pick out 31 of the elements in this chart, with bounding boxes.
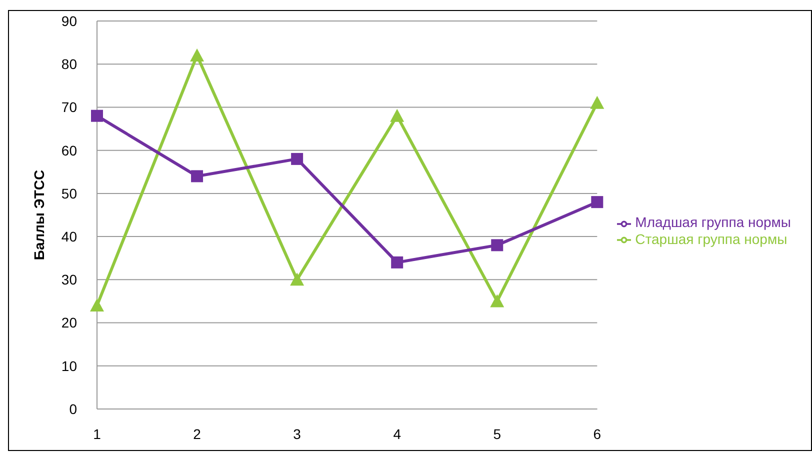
y-tick-label: 40	[61, 228, 78, 245]
point	[591, 196, 604, 208]
x-tick-label: 6	[593, 426, 602, 442]
point	[190, 48, 204, 62]
y-tick-label: 20	[61, 314, 78, 331]
x-tick-label: 4	[393, 426, 402, 442]
y-tick-label: 90	[61, 12, 78, 29]
point	[191, 170, 204, 182]
point	[90, 298, 104, 312]
y-axis-title: Баллы ЭТСС	[30, 170, 47, 260]
y-tick-label: 30	[61, 272, 78, 288]
x-tick-label: 1	[93, 426, 102, 442]
y-tick-label: 50	[61, 185, 78, 202]
point	[390, 108, 404, 122]
legend-label: Младшая группа нормы	[635, 214, 791, 230]
point	[590, 96, 604, 109]
x-tick-label: 3	[293, 426, 302, 442]
y-tick-label: 10	[61, 358, 78, 374]
point	[91, 110, 103, 122]
point	[491, 239, 504, 252]
point	[490, 294, 504, 308]
legend-label: Старшая группа нормы	[635, 230, 788, 246]
y-tick-label: 70	[61, 99, 78, 116]
point	[291, 152, 304, 165]
x-tick-label: 5	[493, 426, 502, 442]
y-tick-label: 80	[61, 56, 78, 72]
point	[391, 256, 404, 268]
y-tick-label: 60	[61, 142, 78, 158]
y-tick-label: 0	[69, 400, 78, 417]
x-tick-label: 2	[193, 426, 202, 442]
point	[290, 272, 304, 286]
